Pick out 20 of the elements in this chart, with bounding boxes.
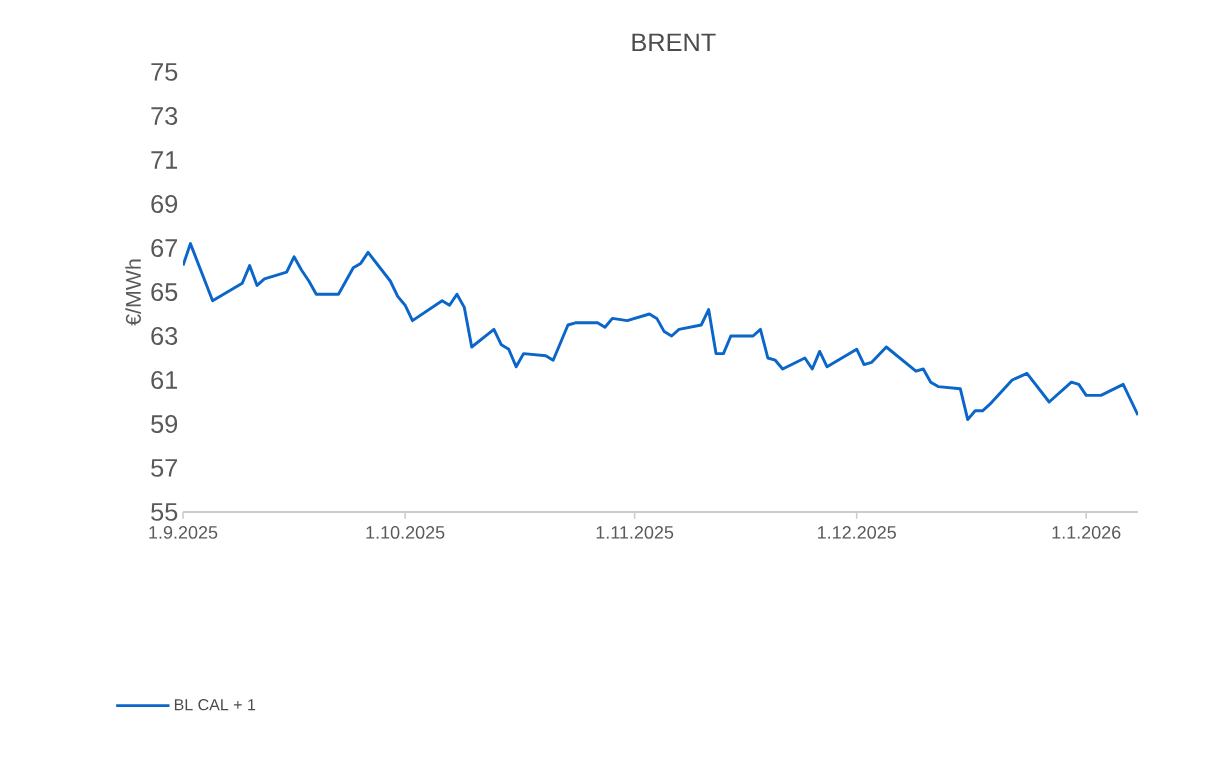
y-tick-label: 63 (151, 327, 178, 345)
y-tick-label: 73 (151, 107, 178, 125)
y-tick-label: 69 (151, 195, 178, 213)
y-tick-label: 65 (151, 283, 178, 301)
y-axis-title: €/MWh (125, 259, 141, 326)
chart-title: BRENT (632, 33, 716, 52)
x-tick-label: 1.11.2025 (596, 526, 674, 539)
y-tick-label: 57 (151, 459, 178, 477)
x-tick-label: 1.10.2025 (366, 526, 445, 539)
y-tick-label: 67 (151, 239, 178, 257)
x-tick-label: 1.9.2025 (149, 526, 218, 539)
y-tick-label: 55 (151, 503, 178, 521)
legend-label: BL CAL + 1 (174, 699, 256, 711)
y-tick-label: 75 (151, 63, 178, 81)
x-tick-label: 1.12.2025 (818, 526, 896, 539)
x-tick-label: 1.1.2026 (1052, 526, 1121, 539)
line-series (183, 242, 1139, 422)
y-tick-label: 71 (151, 151, 178, 169)
y-tick-label: 61 (151, 371, 178, 389)
y-tick-label: 59 (151, 415, 178, 433)
